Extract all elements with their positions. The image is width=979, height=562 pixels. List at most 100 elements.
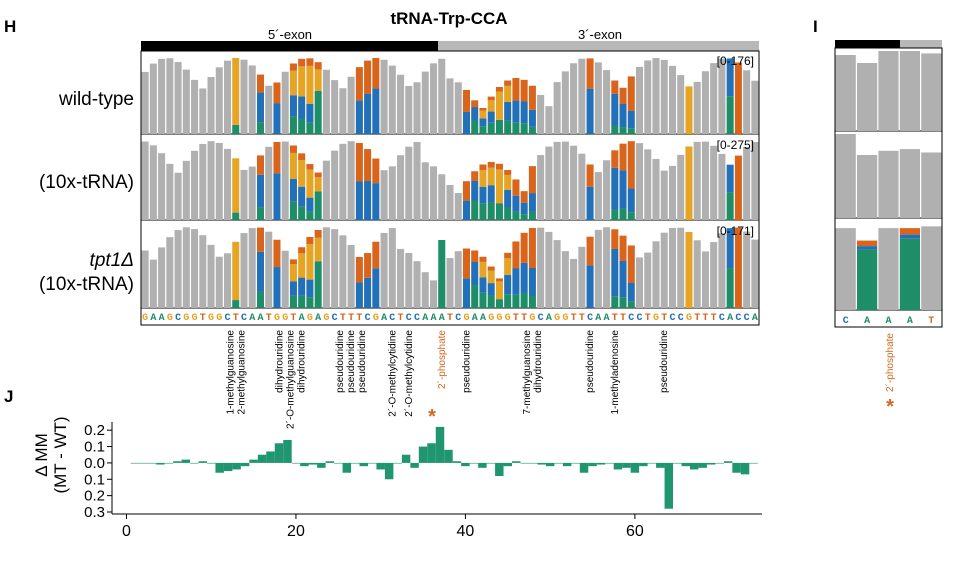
delta-bar — [198, 461, 207, 463]
delta-bar — [410, 462, 419, 468]
sequence-letter: C — [744, 313, 750, 324]
panel-i-letter: T — [928, 316, 934, 327]
delta-mm-chart: 0 20 40 600.20.10.00.10.20.3 — [84, 422, 762, 540]
coverage-bar-segment — [471, 120, 479, 134]
sequence-letter: T — [620, 313, 626, 324]
panel-i-bar — [835, 134, 856, 218]
coverage-bar — [578, 153, 586, 220]
coverage-bar-segment — [726, 192, 734, 220]
coverage-bar — [191, 79, 199, 134]
coverage-bar-segment — [471, 180, 479, 201]
coverage-bar — [561, 71, 569, 134]
coverage-bar-segment — [685, 86, 693, 134]
coverage-bar — [603, 227, 611, 308]
coverage-bar-segment — [479, 277, 487, 293]
coverage-bar-segment — [256, 291, 264, 308]
sequence-letter: T — [711, 313, 717, 324]
coverage-bar-segment — [471, 250, 479, 262]
delta-bar — [359, 462, 368, 467]
coverage-bar — [446, 78, 454, 134]
coverage-bar-segment — [504, 189, 512, 208]
sequence-letter: T — [579, 313, 585, 324]
coverage-bar-segment — [372, 241, 380, 269]
coverage-bar-segment — [726, 58, 734, 97]
coverage-bar-segment — [256, 74, 264, 93]
delta-bar — [545, 462, 555, 467]
coverage-bar-segment — [512, 179, 520, 196]
delta-bar — [351, 462, 360, 464]
coverage-bar — [224, 148, 232, 220]
coverage-bar-segment — [627, 212, 635, 220]
coverage-bar-segment — [619, 208, 627, 220]
coverage-bar — [405, 253, 413, 308]
coverage-bar — [174, 230, 182, 308]
panel-letter-i: I — [813, 17, 818, 36]
sequence-letter: T — [398, 313, 404, 324]
coverage-bar-segment — [372, 88, 380, 134]
modification-label: dihydrouridine — [533, 330, 544, 393]
coverage-bar-segment — [520, 214, 528, 220]
coverage-bar-segment — [611, 125, 619, 134]
sequence-letter: G — [208, 313, 214, 324]
delta-bar — [622, 462, 631, 468]
coverage-bar — [413, 261, 421, 308]
delta-bar — [698, 462, 707, 468]
chart-title: tRNA-Trp-CCA — [390, 9, 507, 28]
coverage-bar-segment — [479, 108, 487, 111]
panel-i-bar — [899, 149, 920, 218]
delta-bar — [317, 462, 326, 468]
coverage-bar-segment — [306, 103, 314, 123]
sequence-letter: C — [365, 313, 371, 324]
panel-i-bar — [921, 53, 942, 131]
coverage-bar — [570, 63, 578, 134]
coverage-bar-segment — [256, 227, 264, 252]
sequence-letter: A — [727, 313, 733, 324]
coverage-bar — [149, 259, 157, 308]
coverage-bar — [207, 141, 215, 220]
coverage-bar — [652, 158, 660, 220]
delta-bar — [579, 462, 589, 473]
panel-i-bar — [899, 51, 920, 131]
coverage-bar-segment — [512, 241, 520, 269]
coverage-bar — [199, 235, 207, 308]
coverage-bar — [701, 251, 709, 308]
coverage-bar-segment — [289, 95, 297, 117]
coverage-bar-segment — [504, 252, 512, 259]
coverage-bar-segment — [528, 267, 536, 296]
coverage-bar-segment — [495, 163, 503, 170]
coverage-bar-segment — [471, 284, 479, 308]
sequence-letter: C — [587, 313, 593, 324]
coverage-bar-segment — [520, 123, 528, 134]
coverage-bar-segment — [355, 181, 363, 220]
coverage-bar — [636, 257, 644, 308]
coverage-bar — [553, 141, 561, 220]
coverage-bar — [693, 141, 701, 220]
coverage-bar-segment — [487, 167, 495, 186]
coverage-bar-segment — [289, 259, 297, 265]
delta-bar — [181, 459, 191, 463]
panel-i-bar — [921, 152, 942, 218]
coverage-bar — [430, 63, 438, 134]
coverage-bar-segment — [364, 180, 372, 220]
exon-5-label: 5´-exon — [268, 27, 312, 42]
coverage-bar — [677, 154, 685, 220]
coverage-bar — [215, 67, 223, 134]
panel-i-bar-segment — [899, 234, 920, 239]
coverage-bar-segment — [306, 65, 314, 104]
coverage-bar-segment — [504, 101, 512, 121]
coverage-bar-segment — [512, 78, 520, 101]
coverage-bar-segment — [611, 93, 619, 126]
coverage-bar-segment — [627, 76, 635, 111]
coverage-bar — [347, 76, 355, 134]
coverage-bar — [248, 166, 256, 220]
sequence-letter: T — [233, 313, 239, 324]
delta-bar — [223, 462, 233, 472]
coverage-bar-segment — [611, 167, 619, 210]
coverage-bar-segment — [487, 96, 495, 101]
coverage-bar — [158, 153, 166, 220]
modification-label: 2-methylguanosine — [236, 330, 247, 415]
modification-label: pseudouridine — [659, 330, 670, 393]
sequence-letter: A — [752, 313, 758, 324]
delta-bar — [452, 461, 462, 463]
coverage-bar — [677, 227, 685, 308]
